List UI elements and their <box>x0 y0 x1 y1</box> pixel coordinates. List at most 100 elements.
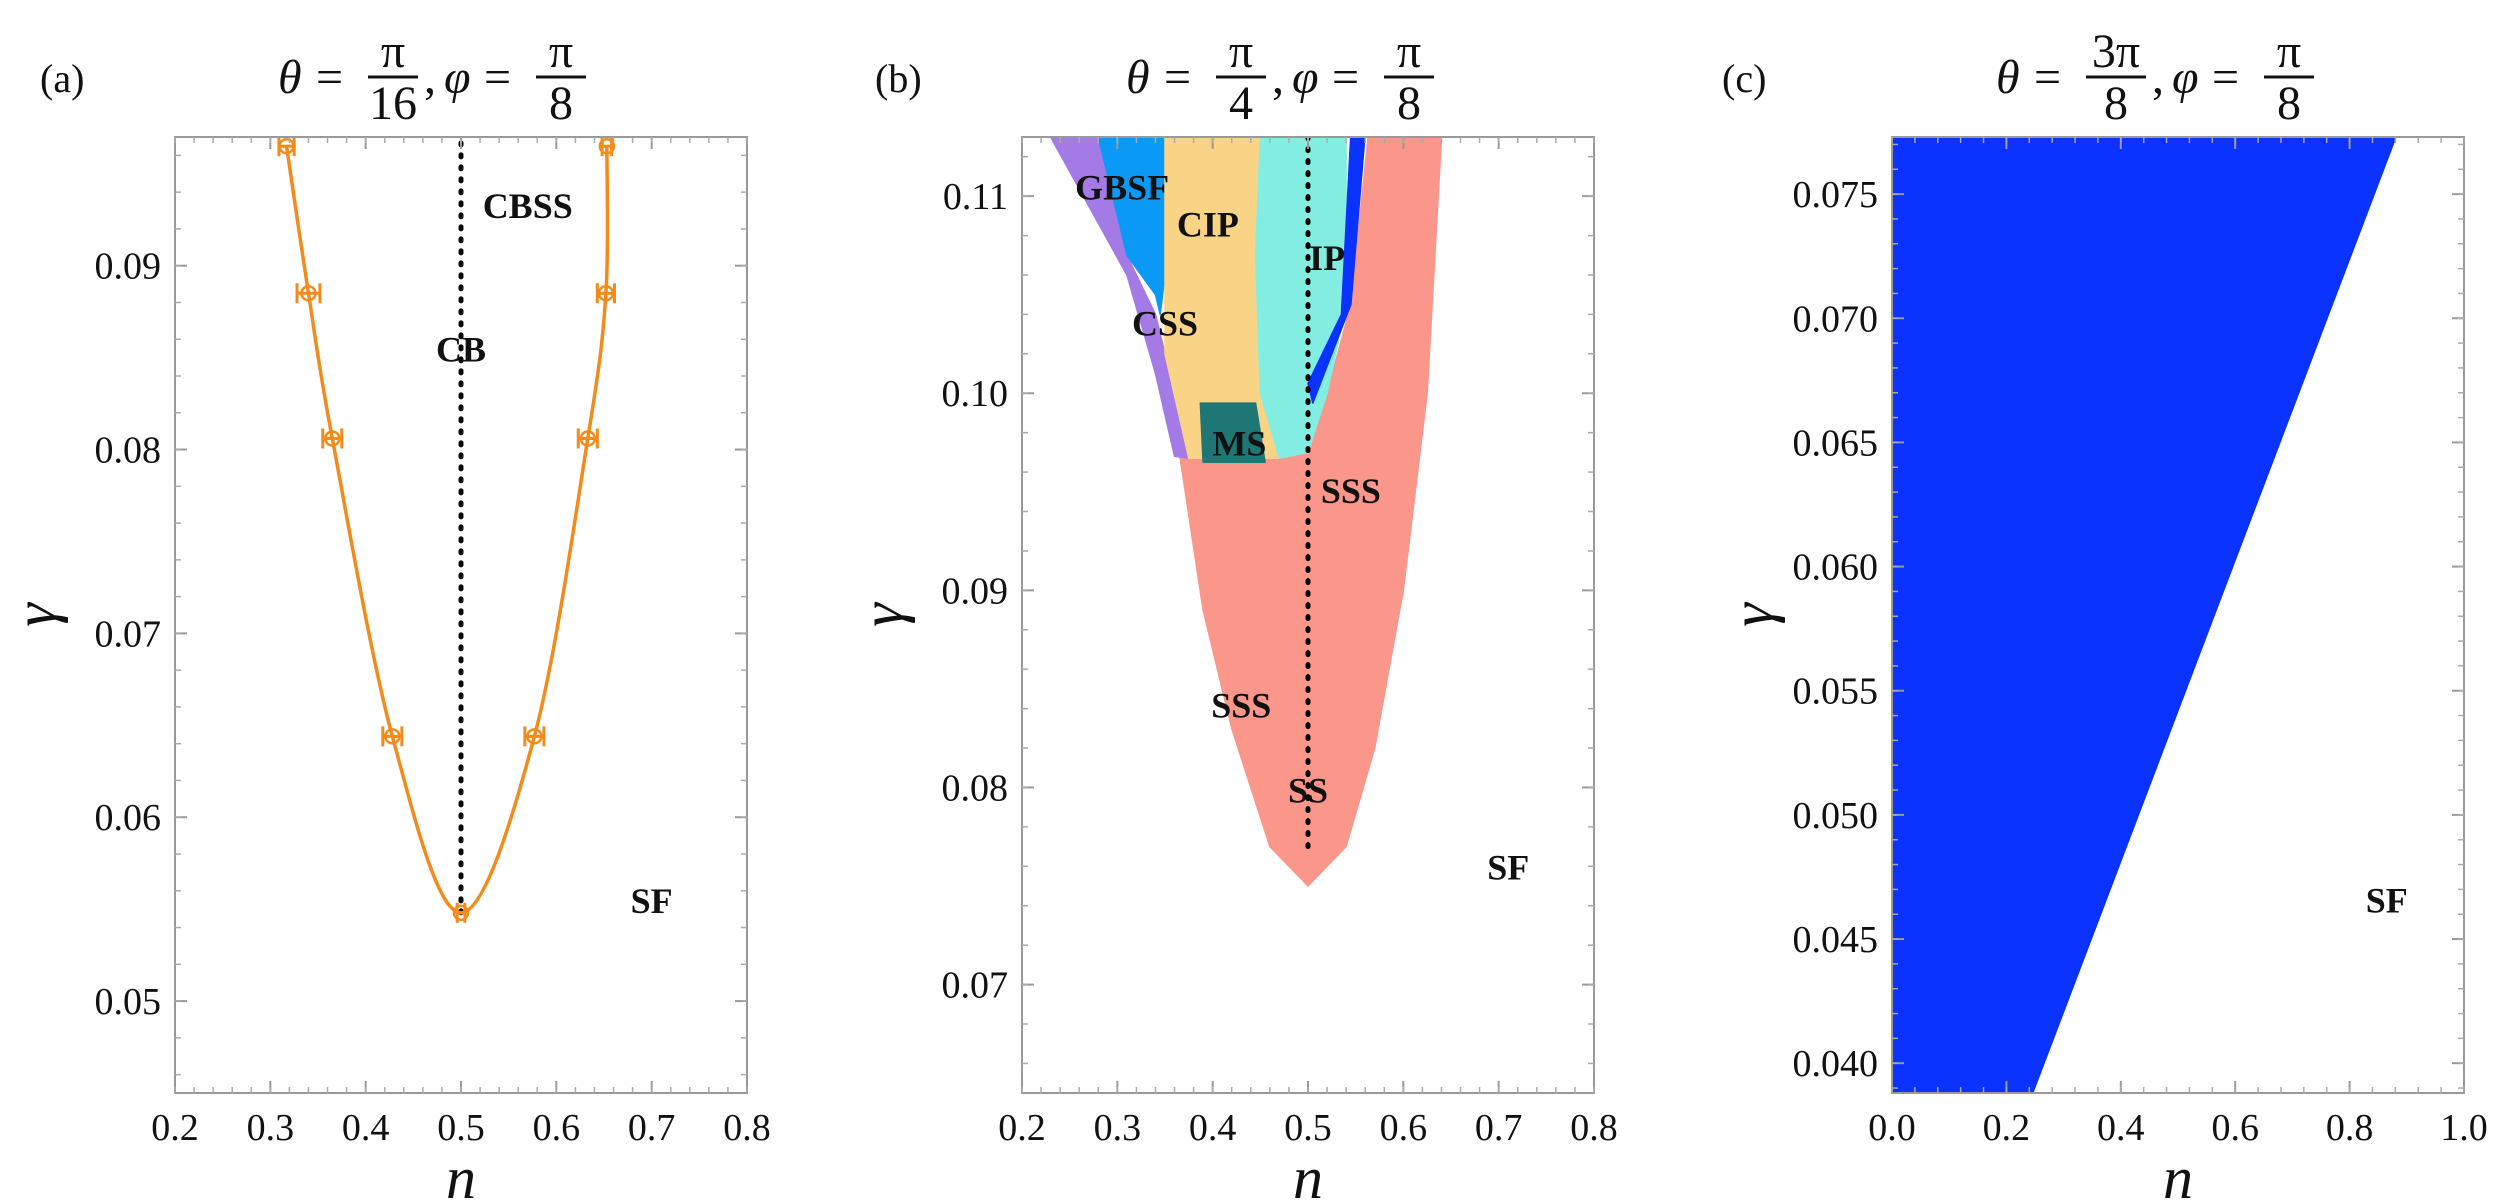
title-theta-numerator: π <box>381 25 405 78</box>
panel-c: 0.0 0.2 0.4 0.6 0.8 1.0 0.040 0.045 0.050 0.055 0.… <box>1719 25 2488 1204</box>
region-label-cbss: CBSS <box>483 186 573 226</box>
region-label-sss: SSS <box>1321 471 1381 511</box>
x-tick-label: 0.2 <box>1983 1107 2031 1149</box>
x-tick-label: 0.5 <box>437 1107 485 1149</box>
y-tick-label: 0.045 <box>1793 919 1879 961</box>
title-phi-symbol: φ <box>2172 51 2199 104</box>
x-tick-label: 0.3 <box>247 1107 295 1149</box>
panel-label: (b) <box>875 56 922 101</box>
x-tick-label: 0.6 <box>1380 1107 1428 1149</box>
region-label-gbsf: GBSF <box>1075 167 1169 207</box>
title-theta-denominator: 8 <box>2104 77 2128 130</box>
title-phi-numerator: π <box>1397 25 1421 78</box>
x-tick-label: 0.6 <box>2211 1107 2259 1149</box>
data-point <box>324 430 341 447</box>
y-tick-label: 0.050 <box>1793 795 1879 837</box>
region-ms-6 <box>1199 402 1266 463</box>
data-point <box>597 285 615 302</box>
y-tick-label: 0.070 <box>1793 298 1879 340</box>
title-theta-numerator: 3π <box>2092 25 2140 78</box>
x-tick-label: 0.6 <box>533 1107 581 1149</box>
region-filled-0 <box>1892 137 2397 1093</box>
y-axis-label: γ <box>1719 602 1785 627</box>
data-point <box>579 430 597 447</box>
title-theta-symbol: θ <box>278 51 302 104</box>
title-phi-symbol: φ <box>1292 51 1319 104</box>
plot-frame <box>1891 136 2465 1094</box>
title-comma: , <box>2152 51 2164 104</box>
x-tick-label: 1.0 <box>2440 1107 2488 1149</box>
region-ip-7 <box>1307 137 1366 404</box>
x-tick-label: 0.8 <box>2326 1107 2374 1149</box>
x-tick-label: 0.2 <box>998 1107 1046 1149</box>
x-axis-label: n <box>2163 1145 2193 1204</box>
x-tick-label: 0.8 <box>1570 1107 1618 1149</box>
panel-b: 0.2 0.3 0.4 0.5 0.6 0.7 0.8 0.07 0.08 0.09 0.10 0.1… <box>849 25 1618 1204</box>
data-point <box>300 285 317 302</box>
region-label-ip: IP <box>1309 238 1345 278</box>
region-label-ss: SS <box>1288 770 1328 810</box>
panel-a: 0.2 0.3 0.4 0.5 0.6 0.7 0.8 0.05 0.06 0.07 0.08 0.0… <box>2 25 771 1204</box>
region-label-sf: SF <box>1487 847 1529 887</box>
region-label-cb: CB <box>436 329 486 369</box>
title-comma: , <box>1272 51 1284 104</box>
x-tick-label: 0.7 <box>1475 1107 1523 1149</box>
plot-area <box>1049 137 1443 887</box>
title-phi-denominator: 8 <box>549 77 573 130</box>
data-point <box>452 904 470 922</box>
region-label-ms: MS <box>1212 424 1266 464</box>
y-tick-label: 0.07 <box>942 965 1009 1007</box>
title-comma: , <box>424 51 436 104</box>
y-tick-label: 0.060 <box>1793 547 1879 589</box>
y-axis-label: γ <box>849 602 915 627</box>
x-tick-label: 0.0 <box>1868 1107 1916 1149</box>
region-label-cip: CIP <box>1177 205 1239 245</box>
y-tick-label: 0.055 <box>1793 671 1879 713</box>
data-point <box>598 137 616 155</box>
y-tick-label: 0.06 <box>95 797 162 839</box>
x-tick-label: 0.2 <box>151 1107 199 1149</box>
data-point <box>278 137 295 155</box>
x-axis-label: n <box>446 1145 476 1204</box>
plot-area <box>277 137 616 923</box>
panel-label: (c) <box>1722 56 1766 101</box>
y-tick-label: 0.08 <box>942 767 1009 809</box>
x-tick-label: 0.4 <box>2097 1107 2145 1149</box>
title-equals: = <box>2212 51 2239 104</box>
y-tick-label: 0.10 <box>942 373 1009 415</box>
y-tick-label: 0.040 <box>1793 1043 1879 1085</box>
panel-title: θ = π16, φ = π8 <box>278 25 586 130</box>
y-tick-label: 0.065 <box>1793 422 1879 464</box>
x-tick-label: 0.8 <box>723 1107 771 1149</box>
y-tick-label: 0.05 <box>95 981 162 1023</box>
region-label-sf: SF <box>631 881 673 921</box>
plot-area <box>1892 137 2397 1093</box>
region-gbsf-2 <box>1097 137 1166 316</box>
region-label-sf: SF <box>2366 880 2408 920</box>
title-phi-denominator: 8 <box>1397 77 1421 130</box>
y-tick-label: 0.09 <box>95 246 162 288</box>
y-tick-label: 0.11 <box>943 176 1008 218</box>
title-theta-symbol: θ <box>1126 51 1150 104</box>
y-tick-label: 0.07 <box>95 613 162 655</box>
title-phi-symbol: φ <box>444 51 471 104</box>
title-phi-numerator: π <box>549 25 573 78</box>
series-curve <box>284 145 610 915</box>
panel-title: θ = π4, φ = π8 <box>1126 25 1434 130</box>
x-tick-label: 0.3 <box>1094 1107 1142 1149</box>
data-point <box>526 728 543 745</box>
title-equals: = <box>2034 51 2061 104</box>
x-axis-label: n <box>1293 1145 1323 1204</box>
title-theta-denominator: 16 <box>369 77 417 130</box>
panel-label: (a) <box>40 56 84 101</box>
title-equals: = <box>484 51 511 104</box>
x-tick-label: 0.7 <box>628 1107 676 1149</box>
x-tick-label: 0.5 <box>1284 1107 1332 1149</box>
x-tick-label: 0.4 <box>1189 1107 1237 1149</box>
panel-title: θ = 3π8, φ = π8 <box>1996 25 2314 130</box>
title-theta-denominator: 4 <box>1229 77 1253 130</box>
region-label-sss: SSS <box>1211 686 1271 726</box>
title-phi-numerator: π <box>2277 25 2301 78</box>
title-theta-numerator: π <box>1229 25 1253 78</box>
